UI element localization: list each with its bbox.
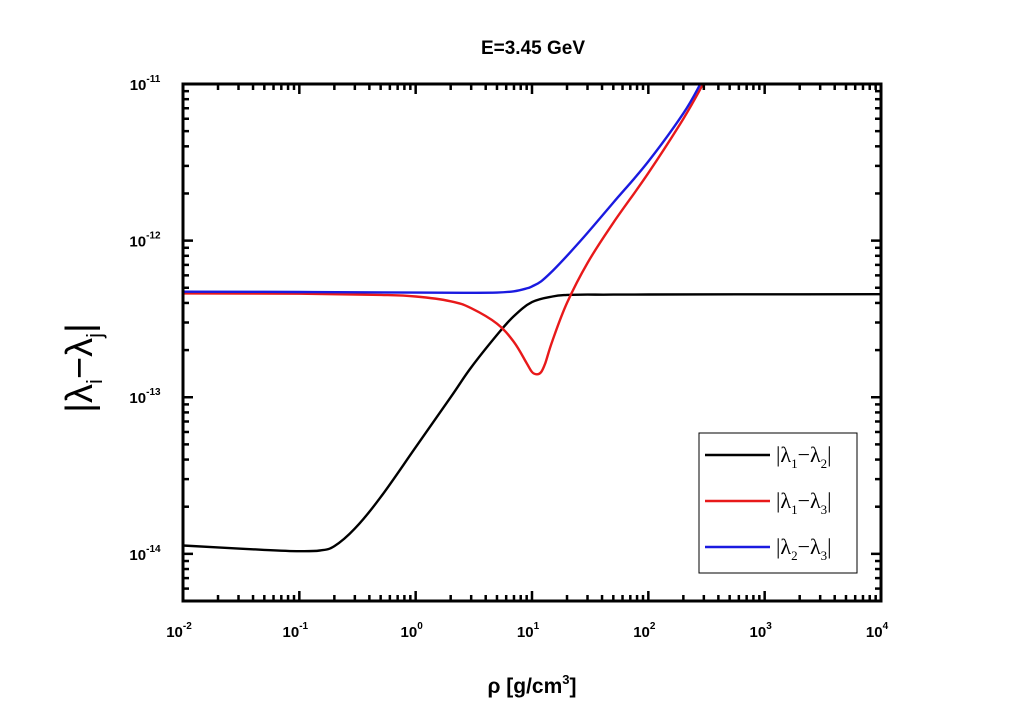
legend-label-1: |λ1−λ2| xyxy=(776,442,832,471)
chart-title: E=3.45 GeV xyxy=(481,38,585,59)
x-tick-label: 104 xyxy=(866,621,889,641)
y-axis-label: |λi−λj| xyxy=(59,323,107,413)
x-tick-label: 100 xyxy=(401,621,424,641)
x-tick-label: 102 xyxy=(633,621,656,641)
y-tick-label: 10-13 xyxy=(129,387,161,407)
y-tick-label: 10-11 xyxy=(130,74,161,94)
x-tick-label: 10-2 xyxy=(166,621,192,641)
y-tick-label: 10-12 xyxy=(129,231,161,251)
x-tick-label: 101 xyxy=(517,621,540,641)
x-tick-label: 10-1 xyxy=(283,621,309,641)
series-line-1 xyxy=(183,293,881,553)
plot-frame xyxy=(181,82,883,603)
y-tick-label: 10-14 xyxy=(129,544,161,564)
legend-label-3: |λ2−λ3| xyxy=(776,534,832,563)
x-tick-label: 103 xyxy=(750,621,773,641)
series-line-2 xyxy=(183,84,705,376)
x-axis-label: ρ [g/cm3] xyxy=(487,672,576,698)
tick-labels: 10-2 10-1 100 101 102 103 104 10-14 10-13 10-12 10… xyxy=(129,74,888,641)
legend-label-2: |λ1−λ3| xyxy=(776,488,832,517)
series-line-3 xyxy=(183,84,702,294)
series-layer xyxy=(183,84,881,553)
legend: |λ1−λ2| |λ1−λ3| |λ2−λ3| xyxy=(698,432,858,574)
legend-box xyxy=(698,432,858,574)
plot-area xyxy=(183,84,881,553)
